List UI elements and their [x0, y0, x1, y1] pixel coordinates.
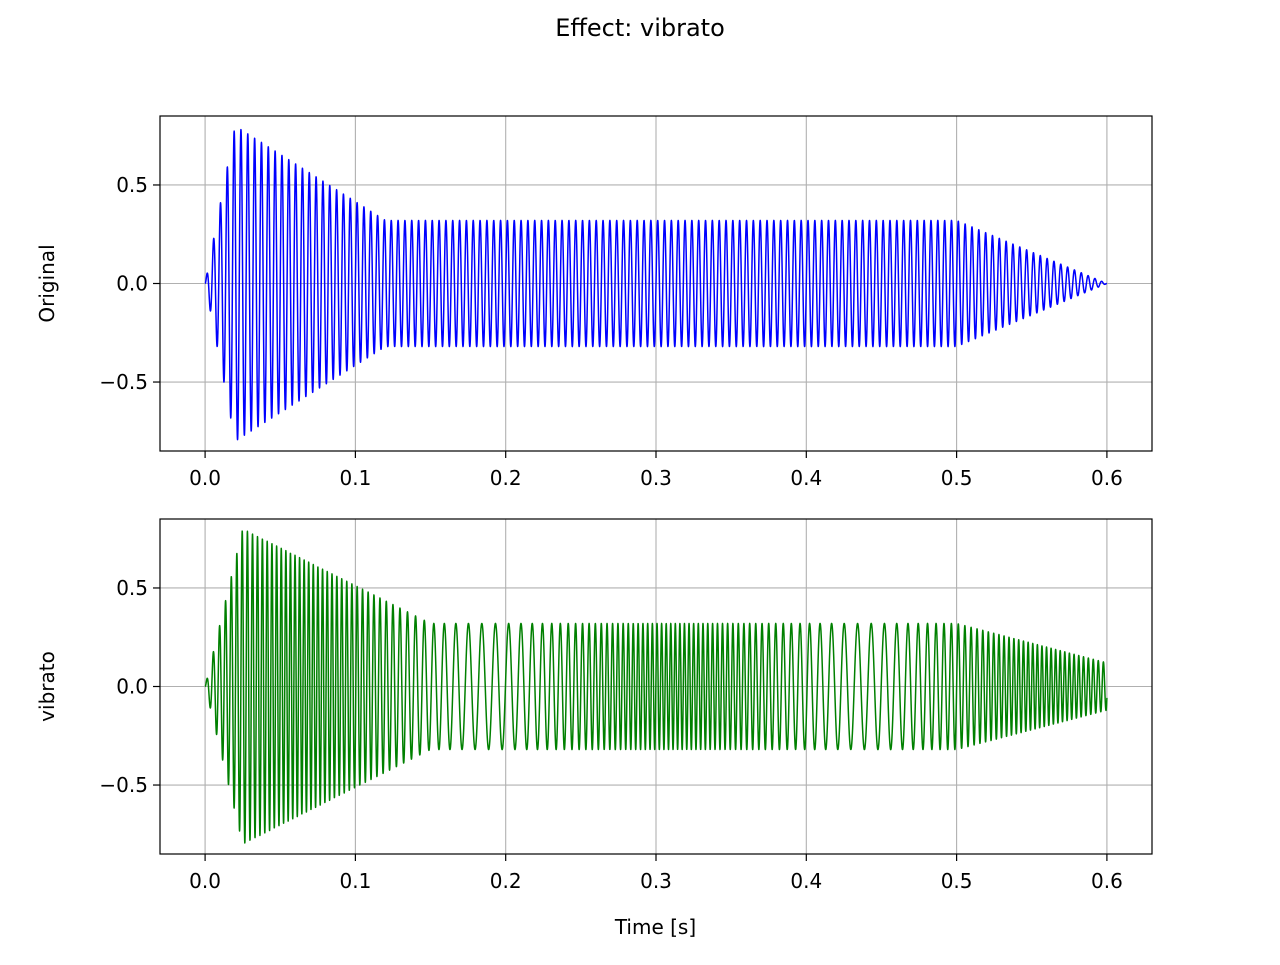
y-tick-label: −0.5	[99, 773, 148, 797]
plot-panel-2: 0.0 0.1 0.2 0.3 0.4 0.5 0.6 −0.5 0.0 0.5 vibrato Ti…	[35, 518, 1153, 939]
x-tick-label: 0.3	[640, 869, 672, 893]
x-tick-label: 0.5	[941, 869, 973, 893]
x-tick-label: 0.5	[941, 466, 973, 490]
x-tick-label: 0.4	[790, 869, 822, 893]
x-tick-label: 0.6	[1091, 466, 1123, 490]
plot-panel-1: 0.0 0.1 0.2 0.3 0.4 0.5 0.6 −0.5 0.0 0.5 Original	[35, 115, 1153, 490]
x-tick-label: 0.4	[790, 466, 822, 490]
x-tick-label: 0.3	[640, 466, 672, 490]
x-tick-label: 0.0	[189, 466, 221, 490]
x-tick-label: 0.0	[189, 869, 221, 893]
figure-title: Effect: vibrato	[555, 14, 725, 42]
x-tick-label: 0.1	[339, 466, 371, 490]
y-tick-label: 0.0	[116, 675, 148, 699]
y-axis-label: vibrato	[35, 651, 59, 722]
x-axis-label: Time [s]	[614, 915, 696, 939]
series-line	[204, 530, 1108, 844]
x-tick-label: 0.2	[490, 869, 522, 893]
y-axis-label: Original	[35, 244, 59, 322]
x-tick-label: 0.2	[490, 466, 522, 490]
y-tick-label: 0.5	[116, 576, 148, 600]
series-line	[204, 128, 1108, 441]
y-tick-label: 0.5	[116, 173, 148, 197]
x-tick-label: 0.1	[339, 869, 371, 893]
x-tick-label: 0.6	[1091, 869, 1123, 893]
y-tick-label: −0.5	[99, 370, 148, 394]
y-tick-label: 0.0	[116, 272, 148, 296]
